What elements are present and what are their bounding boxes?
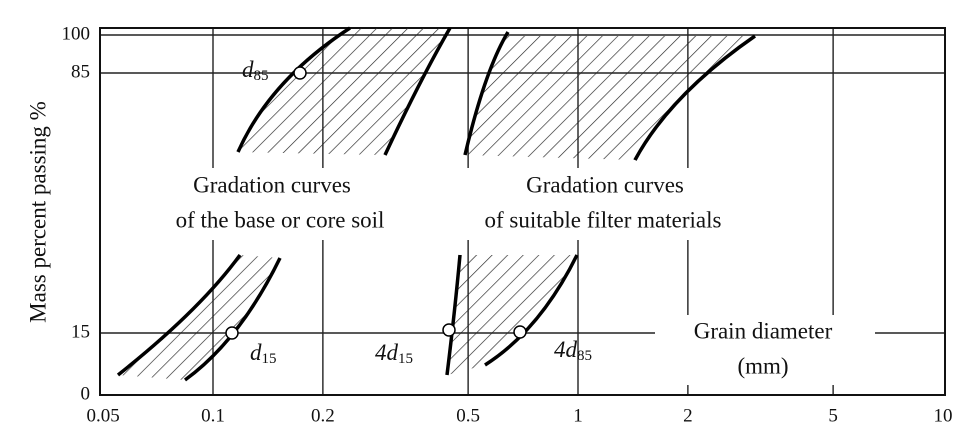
point-d85 [293,66,307,80]
x-axis-unit: (mm) [737,353,788,378]
region-label: of the base or core soil [176,207,385,232]
x-tick-label: 0.1 [201,405,225,426]
ticks: 0.05 0.1 0.2 0.5 1 2 5 10 100 85 15 0 [62,23,953,426]
point-d15 [225,326,239,340]
base-soil-curve [383,27,452,156]
label-background [440,168,770,240]
plot-frame [99,27,946,396]
region-label: of suitable filter materials [485,207,722,232]
point-label: 4d15 [375,340,413,367]
y-tick-label: 0 [81,383,91,404]
x-axis-label: Grain diameter [694,318,833,343]
point-label: 4d85 [554,337,592,364]
filter-curve [484,254,579,367]
point-label: d15 [250,340,277,367]
base-soil-curve [236,26,351,153]
point-label: d85 [242,57,269,84]
x-tick-label: 5 [828,405,838,426]
base-soil-upper-band [238,28,450,155]
base-soil-curve [116,253,242,377]
label-background [655,315,875,385]
filter-curve [633,34,756,161]
x-tick-label: 0.5 [456,405,480,426]
base-soil-lower-band [118,255,280,380]
y-tick-label: 100 [62,23,91,44]
x-tick-label: 1 [573,405,583,426]
label-background [130,168,430,240]
y-tick-label: 85 [71,61,90,82]
x-tick-label: 2 [683,405,693,426]
x-tick-label: 0.2 [311,405,335,426]
filter-curve [445,254,462,376]
region-label: Gradation curves [193,172,351,197]
filter-lower-band [447,255,577,375]
region-label: Gradation curves [526,172,684,197]
x-tick-label: 0.05 [86,405,119,426]
filter-upper-band [465,36,755,160]
filter-curve [463,31,510,156]
y-tick-label: 15 [71,321,90,342]
point-4d15 [442,323,456,337]
point-4d85 [513,325,527,339]
x-tick-label: 10 [934,405,953,426]
y-axis-label: Mass percent passing % [25,101,50,323]
